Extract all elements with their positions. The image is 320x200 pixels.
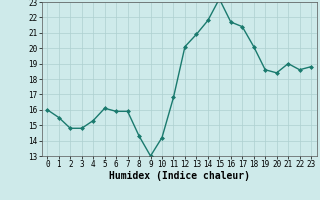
X-axis label: Humidex (Indice chaleur): Humidex (Indice chaleur)	[109, 171, 250, 181]
